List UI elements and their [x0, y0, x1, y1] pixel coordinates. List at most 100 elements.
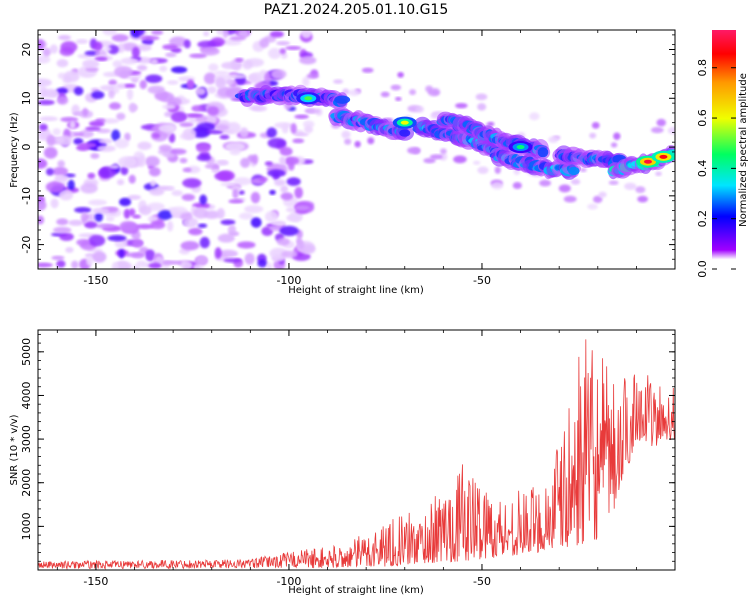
- snr-ticks: -150 -100 -50 1000 2000 3000 4000 5000: [20, 330, 676, 588]
- heatmap-noise-blob: [455, 102, 468, 109]
- heatmap-noise-blob: [107, 235, 127, 242]
- heatmap-noise-blob: [164, 111, 173, 117]
- snr-x-tick-label: -50: [473, 575, 491, 588]
- heatmap-noise-blob: [88, 234, 106, 247]
- heatmap-noise-blob: [285, 207, 297, 213]
- heatmap-noise-blob: [429, 154, 443, 160]
- heatmap-noise-blob: [170, 111, 188, 123]
- heatmap-noise-blob: [589, 132, 597, 139]
- heatmap-noise-blob: [216, 208, 225, 219]
- colorbar-tick-label: 0.6: [696, 109, 709, 127]
- heatmap-noise-blob: [74, 207, 92, 214]
- heatmap-noise-blob: [219, 134, 230, 140]
- spectrogram-y-tick-label: 20: [20, 43, 33, 57]
- heatmap-noise-blob: [166, 220, 174, 232]
- heatmap-noise-blob: [193, 263, 204, 269]
- heatmap-noise-blob: [82, 107, 89, 117]
- heatmap-noise-blob: [227, 224, 237, 236]
- heatmap-noise-blob: [93, 41, 103, 51]
- heatmap-noise-blob: [548, 136, 559, 143]
- heatmap-noise-blob: [512, 182, 522, 190]
- heatmap-noise-blob: [179, 122, 194, 128]
- heatmap-noise-blob: [294, 132, 309, 137]
- heatmap-noise-blob: [196, 122, 216, 132]
- heatmap-noise-blob: [197, 40, 217, 49]
- heatmap-noise-blob: [229, 35, 246, 41]
- heatmap-noise-blob: [147, 85, 165, 94]
- heatmap-noise-blob: [57, 135, 73, 146]
- heatmap-ridge-blob: [399, 129, 411, 137]
- heatmap-noise-blob: [477, 166, 489, 174]
- spectrogram-frame: [37, 29, 676, 270]
- heatmap-noise-blob: [199, 236, 210, 249]
- heatmap-noise-blob: [292, 138, 305, 144]
- heatmap-noise-blob: [159, 92, 175, 103]
- heatmap-noise-blob: [237, 241, 256, 249]
- heatmap-noise-blob: [294, 114, 309, 119]
- heatmap-noise-blob: [475, 93, 488, 101]
- heatmap-noise-blob: [264, 210, 278, 223]
- heatmap-noise-blob: [148, 262, 162, 269]
- heatmap-noise-blob: [294, 186, 303, 199]
- heatmap-hotspot-core: [516, 145, 525, 150]
- heatmap-noise-blob: [196, 154, 212, 162]
- heatmap-noise-blob: [221, 61, 239, 70]
- heatmap-noise-blob: [244, 252, 255, 265]
- heatmap-noise-blob: [182, 128, 197, 140]
- spectrogram-x-tick-label: -150: [83, 274, 108, 287]
- heatmap-noise-blob: [267, 137, 287, 149]
- snr-frame: [37, 329, 676, 571]
- heatmap-noise-blob: [225, 79, 235, 86]
- heatmap-noise-blob: [118, 248, 125, 259]
- heatmap-noise-blob: [111, 34, 129, 42]
- heatmap-noise-blob: [38, 78, 52, 87]
- heatmap-noise-blob: [92, 207, 110, 214]
- heatmap-ridge-blob: [568, 166, 580, 176]
- heatmap-noise-blob: [56, 218, 69, 226]
- heatmap-noise-blob: [99, 166, 117, 179]
- heatmap-noise-blob: [170, 66, 188, 74]
- heatmap-noise-blob: [41, 88, 59, 98]
- heatmap-noise-blob: [307, 108, 321, 114]
- heatmap-noise-blob: [137, 155, 146, 167]
- heatmap-noise-blob: [558, 184, 571, 193]
- heatmap-noise-blob: [89, 120, 105, 127]
- heatmap-noise-blob: [191, 105, 204, 112]
- spectrogram-y-tick-label: -10: [20, 187, 33, 205]
- heatmap-ridge-blob: [537, 147, 549, 158]
- heatmap-noise-blob: [84, 221, 98, 229]
- heatmap-noise-blob: [86, 255, 94, 266]
- heatmap-noise-blob: [123, 208, 131, 219]
- heatmap-noise-blob: [390, 84, 402, 91]
- heatmap-noise-blob: [119, 197, 132, 207]
- heatmap-noise-blob: [274, 122, 293, 129]
- heatmap-noise-blob: [131, 47, 141, 59]
- heatmap-noise-blob: [306, 73, 319, 79]
- heatmap-noise-blob: [73, 138, 84, 145]
- snr-y-tick-label: 5000: [20, 338, 33, 366]
- heatmap-noise-blob: [130, 30, 145, 37]
- heatmap-noise-blob: [76, 238, 90, 246]
- heatmap-noise-blob: [127, 194, 142, 200]
- heatmap-noise-blob: [82, 59, 100, 69]
- heatmap-noise-blob: [208, 63, 219, 72]
- heatmap-noise-blob: [207, 106, 219, 116]
- heatmap-noise-blob: [114, 66, 133, 78]
- snr-y-tick-label: 4000: [20, 381, 33, 409]
- heatmap-noise-blob: [45, 181, 65, 193]
- heatmap-noise-blob: [128, 174, 136, 184]
- heatmap-noise-blob: [139, 79, 147, 90]
- heatmap-noise-blob: [302, 120, 315, 129]
- heatmap-noise-blob: [238, 30, 249, 38]
- heatmap-noise-blob: [59, 232, 74, 241]
- heatmap-noise-blob: [56, 95, 69, 105]
- heatmap-noise-blob: [200, 47, 220, 56]
- heatmap-noise-blob: [264, 161, 273, 166]
- heatmap-noise-blob: [592, 195, 603, 204]
- heatmap-noise-blob: [165, 52, 177, 58]
- heatmap-noise-blob: [183, 39, 191, 49]
- heatmap-noise-blob: [232, 188, 239, 199]
- colorbar-tick-label: 0.0: [696, 260, 709, 278]
- heatmap-noise-blob: [69, 120, 76, 129]
